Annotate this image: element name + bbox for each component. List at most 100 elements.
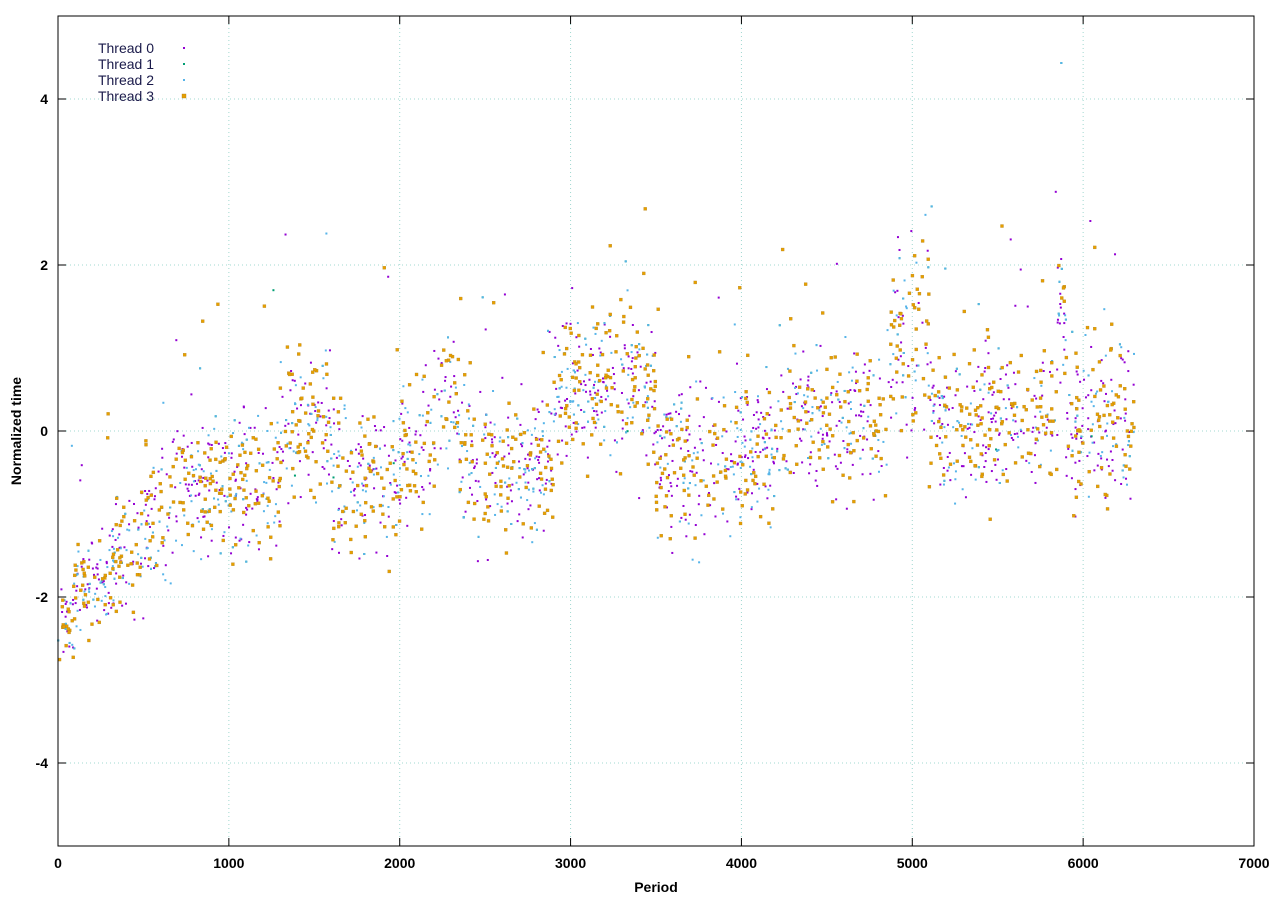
data-point — [1129, 444, 1133, 448]
data-point — [571, 437, 575, 442]
data-point — [902, 322, 905, 325]
data-point — [1096, 390, 1099, 393]
data-point — [768, 413, 771, 416]
data-point — [140, 562, 143, 565]
data-point — [1074, 426, 1077, 429]
data-point — [1119, 417, 1122, 420]
data-point — [141, 565, 144, 568]
data-point — [630, 351, 633, 354]
data-point — [75, 625, 78, 628]
data-point — [739, 397, 742, 400]
data-point — [898, 323, 902, 327]
data-point — [983, 370, 986, 373]
data-point — [372, 506, 375, 509]
data-point — [75, 589, 78, 592]
data-point — [1110, 322, 1114, 326]
data-point — [1019, 268, 1022, 271]
data-point — [739, 466, 742, 469]
data-point — [284, 444, 288, 448]
data-point — [101, 527, 104, 530]
data-point — [1074, 495, 1079, 499]
data-point — [527, 488, 530, 491]
data-point — [1053, 419, 1056, 422]
data-point — [427, 474, 430, 477]
data-point — [319, 415, 322, 418]
data-point — [243, 433, 246, 436]
data-point — [876, 429, 881, 434]
data-point — [245, 506, 248, 509]
data-point — [653, 400, 656, 403]
data-point — [190, 441, 193, 444]
data-point — [242, 448, 245, 451]
data-point — [915, 287, 919, 291]
data-point — [537, 458, 540, 461]
data-point — [333, 422, 336, 425]
data-point — [110, 530, 113, 533]
data-point — [139, 511, 144, 516]
data-point — [924, 346, 927, 349]
data-point — [675, 438, 680, 442]
data-point — [821, 439, 825, 444]
data-point — [530, 442, 533, 445]
data-point — [1116, 416, 1120, 420]
data-point — [337, 508, 340, 511]
data-point — [1093, 394, 1097, 399]
data-point — [715, 443, 718, 446]
data-point — [588, 378, 591, 381]
data-point — [182, 508, 186, 512]
data-point — [367, 466, 371, 470]
data-point — [198, 475, 202, 479]
data-point — [531, 468, 534, 471]
x-tick-label: 3000 — [555, 855, 586, 871]
data-point — [778, 324, 781, 327]
data-point — [702, 479, 705, 482]
data-point — [821, 433, 824, 436]
data-point — [463, 383, 466, 386]
data-point — [826, 434, 829, 437]
data-point — [422, 448, 425, 451]
data-point — [114, 609, 119, 614]
data-point — [1124, 398, 1127, 401]
series-thread-2 — [57, 61, 1136, 661]
data-point — [603, 439, 606, 442]
data-point — [279, 361, 282, 364]
data-point — [733, 491, 736, 494]
data-point — [557, 344, 560, 347]
data-point — [421, 485, 424, 488]
data-point — [403, 460, 406, 463]
data-point — [519, 423, 522, 426]
data-point — [383, 426, 386, 429]
data-point — [311, 395, 315, 399]
data-point — [292, 495, 296, 499]
data-point — [368, 469, 372, 473]
data-point — [713, 482, 716, 485]
data-point — [1078, 459, 1081, 462]
data-point — [852, 499, 856, 504]
data-point — [927, 292, 931, 296]
data-point — [125, 549, 128, 552]
data-point — [419, 475, 422, 478]
data-point — [337, 521, 341, 525]
data-point — [392, 473, 395, 476]
data-point — [1065, 474, 1068, 477]
data-point — [1114, 253, 1117, 256]
data-point — [987, 352, 990, 355]
data-point — [76, 585, 79, 588]
data-point — [277, 481, 280, 484]
data-point — [609, 335, 612, 338]
data-point — [969, 438, 973, 442]
data-point — [1132, 400, 1136, 404]
data-point — [729, 535, 732, 538]
data-point — [979, 422, 983, 426]
data-point — [266, 496, 270, 500]
data-point — [745, 488, 750, 492]
data-point — [1105, 507, 1110, 511]
data-point — [64, 615, 67, 618]
data-point — [1003, 442, 1007, 447]
data-point — [1076, 432, 1079, 435]
data-point — [247, 504, 251, 508]
data-point — [427, 404, 430, 407]
data-point — [1000, 419, 1004, 424]
data-point — [638, 343, 641, 346]
data-point — [399, 467, 402, 470]
